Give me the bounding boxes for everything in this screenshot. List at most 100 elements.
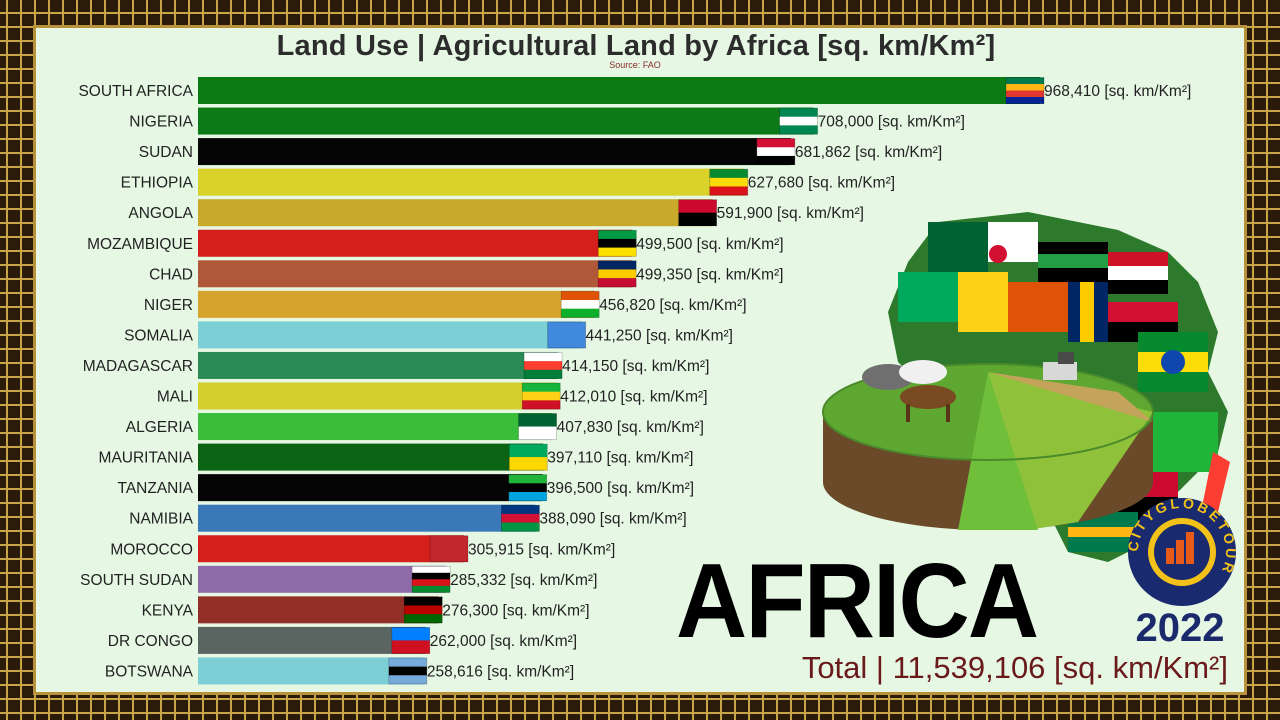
flag-icon [388, 657, 428, 685]
flag-stripe [756, 155, 795, 165]
value-label: 305,915 [sq. km/Km²] [468, 541, 615, 558]
flag-icon [597, 260, 637, 288]
flag-stripe [501, 505, 540, 515]
value-label: 262,000 [sq. km/Km²] [430, 633, 577, 650]
value-label: 499,350 [sq. km/Km²] [636, 266, 783, 283]
bar-row: MOZAMBIQUE 499,500 [sq. km/Km²] [87, 229, 784, 257]
flag-icon [709, 168, 749, 196]
flag-stripe [547, 321, 586, 336]
flag-stripe [779, 116, 818, 126]
flag-outline [429, 535, 469, 563]
category-label: NIGERIA [129, 114, 193, 131]
flag-stripe [547, 334, 586, 349]
bar-row: DR CONGO 262,000 [sq. km/Km²] [108, 626, 577, 654]
flag-stripe [1006, 77, 1044, 85]
bar [198, 474, 543, 502]
value-label: 397,110 [sq. km/Km²] [547, 450, 693, 467]
flag-icon [779, 107, 818, 135]
bar [198, 443, 544, 471]
flag-icon [678, 199, 718, 227]
flag-icon [560, 290, 600, 318]
bar [198, 168, 744, 196]
flag-stripe [561, 300, 600, 309]
bar-row: MAURITANIA 397,110 [sq. km/Km²] [99, 443, 693, 471]
flag-outline [1005, 77, 1045, 104]
category-label: MOZAMBIQUE [87, 236, 193, 253]
flag-icon [523, 352, 563, 379]
flag-stripe [508, 483, 547, 493]
value-label: 708,000 [sq. km/Km²] [818, 114, 965, 131]
bar [198, 351, 559, 379]
value-label: 285,332 [sq. km/Km²] [450, 572, 597, 589]
flag-stripe [522, 400, 561, 410]
total-label: Total | 11,539,106 [sq. km/Km²] [801, 650, 1228, 685]
flag-stripe [709, 169, 748, 179]
flag-stripe [404, 605, 443, 615]
flag-stripe [429, 535, 468, 550]
africa-farmland-illustration [822, 212, 1230, 562]
chart-source: Source: FAO [609, 60, 661, 70]
flag-stripe [522, 391, 561, 401]
flag-icon [429, 535, 469, 563]
flag-outline [501, 504, 540, 532]
flag-stripe [524, 352, 563, 362]
flag-stripe [391, 627, 430, 641]
flag-stripe [598, 260, 637, 270]
bar-row: MADAGASCAR 414,150 [sq. km/Km²] [83, 351, 709, 379]
bar [198, 657, 423, 685]
category-label: ALGERIA [126, 419, 194, 436]
flag-stripe [391, 640, 430, 654]
category-label: NIGER [144, 297, 193, 314]
flag-outline [756, 138, 796, 166]
bar-row: NAMIBIA 388,090 [sq. km/Km²] [129, 504, 687, 532]
value-label: 414,150 [sq. km/Km²] [562, 358, 709, 375]
bar-row: SOUTH SUDAN 285,332 [sq. km/Km²] [80, 565, 597, 593]
flag-outline [523, 352, 563, 379]
flag-stripe [508, 491, 547, 501]
bar [198, 413, 553, 441]
flag-icon [597, 229, 637, 257]
flag-stripe [756, 147, 795, 157]
bar [198, 229, 633, 257]
flag-stripe [524, 361, 563, 371]
category-label: NAMIBIA [129, 511, 193, 528]
flag-outline [678, 199, 718, 227]
flag-stripe [598, 269, 637, 279]
bar [198, 321, 582, 349]
bar [198, 107, 814, 135]
bar [198, 138, 791, 166]
flag-outline [779, 107, 818, 135]
value-label: 681,862 [sq. km/Km²] [795, 144, 942, 161]
category-label: MALI [157, 389, 193, 406]
flag-stripe [1006, 84, 1044, 91]
value-label: 499,500 [sq. km/Km²] [636, 236, 783, 253]
category-label: MOROCCO [110, 541, 193, 558]
bar [198, 565, 447, 593]
flag-icon [501, 504, 540, 532]
flag-stripe [501, 513, 540, 523]
bar-row: MOROCCO 305,915 [sq. km/Km²] [110, 535, 615, 563]
flag-stripe [561, 308, 600, 318]
bar-row: SOMALIA 441,250 [sq. km/Km²] [124, 321, 733, 349]
flag-stripe [509, 444, 548, 458]
category-label: TANZANIA [118, 480, 194, 497]
bar [198, 199, 713, 227]
flag-outline [521, 382, 561, 410]
bar [198, 535, 464, 563]
category-label: MADAGASCAR [83, 358, 193, 375]
flag-stripe [522, 383, 561, 392]
farmland-disc [822, 352, 1154, 530]
category-label: MAURITANIA [99, 450, 194, 467]
value-label: 412,010 [sq. km/Km²] [560, 389, 707, 406]
flag-stripe [779, 125, 818, 135]
category-label: SOUTH SUDAN [80, 572, 193, 589]
flag-icon [391, 627, 431, 654]
value-label: 258,616 [sq. km/Km²] [427, 663, 574, 680]
flag-stripe [524, 369, 563, 379]
flag-stripe [412, 579, 451, 587]
category-label: SUDAN [139, 144, 193, 161]
value-label: 396,500 [sq. km/Km²] [547, 480, 694, 497]
flag-stripe [598, 247, 637, 257]
category-label: DR CONGO [108, 633, 193, 650]
